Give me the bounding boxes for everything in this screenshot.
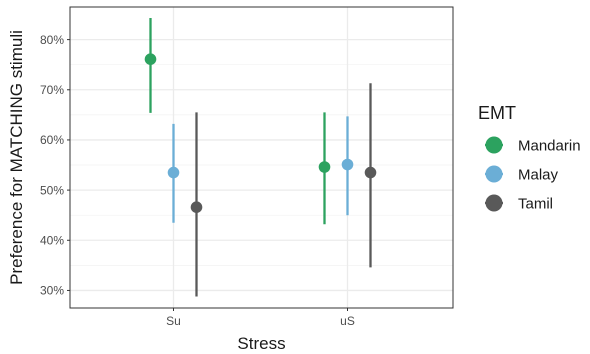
- legend-key-dot: [485, 165, 503, 183]
- y-tick-label: 50%: [40, 183, 64, 197]
- legend: EMT Mandarin Malay Tamil: [478, 103, 581, 212]
- plot-panel: [70, 7, 453, 308]
- y-axis-title: Preference for MATCHING stimuli: [7, 30, 26, 285]
- y-tick-label: 70%: [40, 83, 64, 97]
- legend-label: Tamil: [518, 195, 553, 212]
- data-point: [341, 158, 354, 171]
- legend-key-dot: [485, 194, 503, 212]
- data-point: [167, 166, 180, 179]
- legend-key-dot: [485, 136, 503, 154]
- legend-label: Mandarin: [518, 137, 581, 154]
- axes: 30% 40% 50% 60% 70% 80% Su uS: [40, 33, 355, 328]
- x-tick-label: uS: [340, 314, 355, 328]
- legend-items: Mandarin Malay Tamil: [485, 136, 581, 212]
- y-tick-label: 30%: [40, 284, 64, 298]
- y-tick-label: 80%: [40, 33, 64, 47]
- data-point: [190, 201, 203, 213]
- y-tick-label: 40%: [40, 234, 64, 248]
- plot-border: [69, 6, 454, 309]
- data-point: [318, 161, 331, 173]
- x-axis-title: Stress: [237, 334, 285, 353]
- legend-title: EMT: [478, 103, 516, 123]
- y-tick-label: 60%: [40, 133, 64, 147]
- data-marks: [144, 18, 377, 297]
- x-tick-label: Su: [166, 314, 181, 328]
- data-point: [364, 166, 377, 179]
- data-point: [144, 53, 157, 65]
- legend-label: Malay: [518, 166, 559, 183]
